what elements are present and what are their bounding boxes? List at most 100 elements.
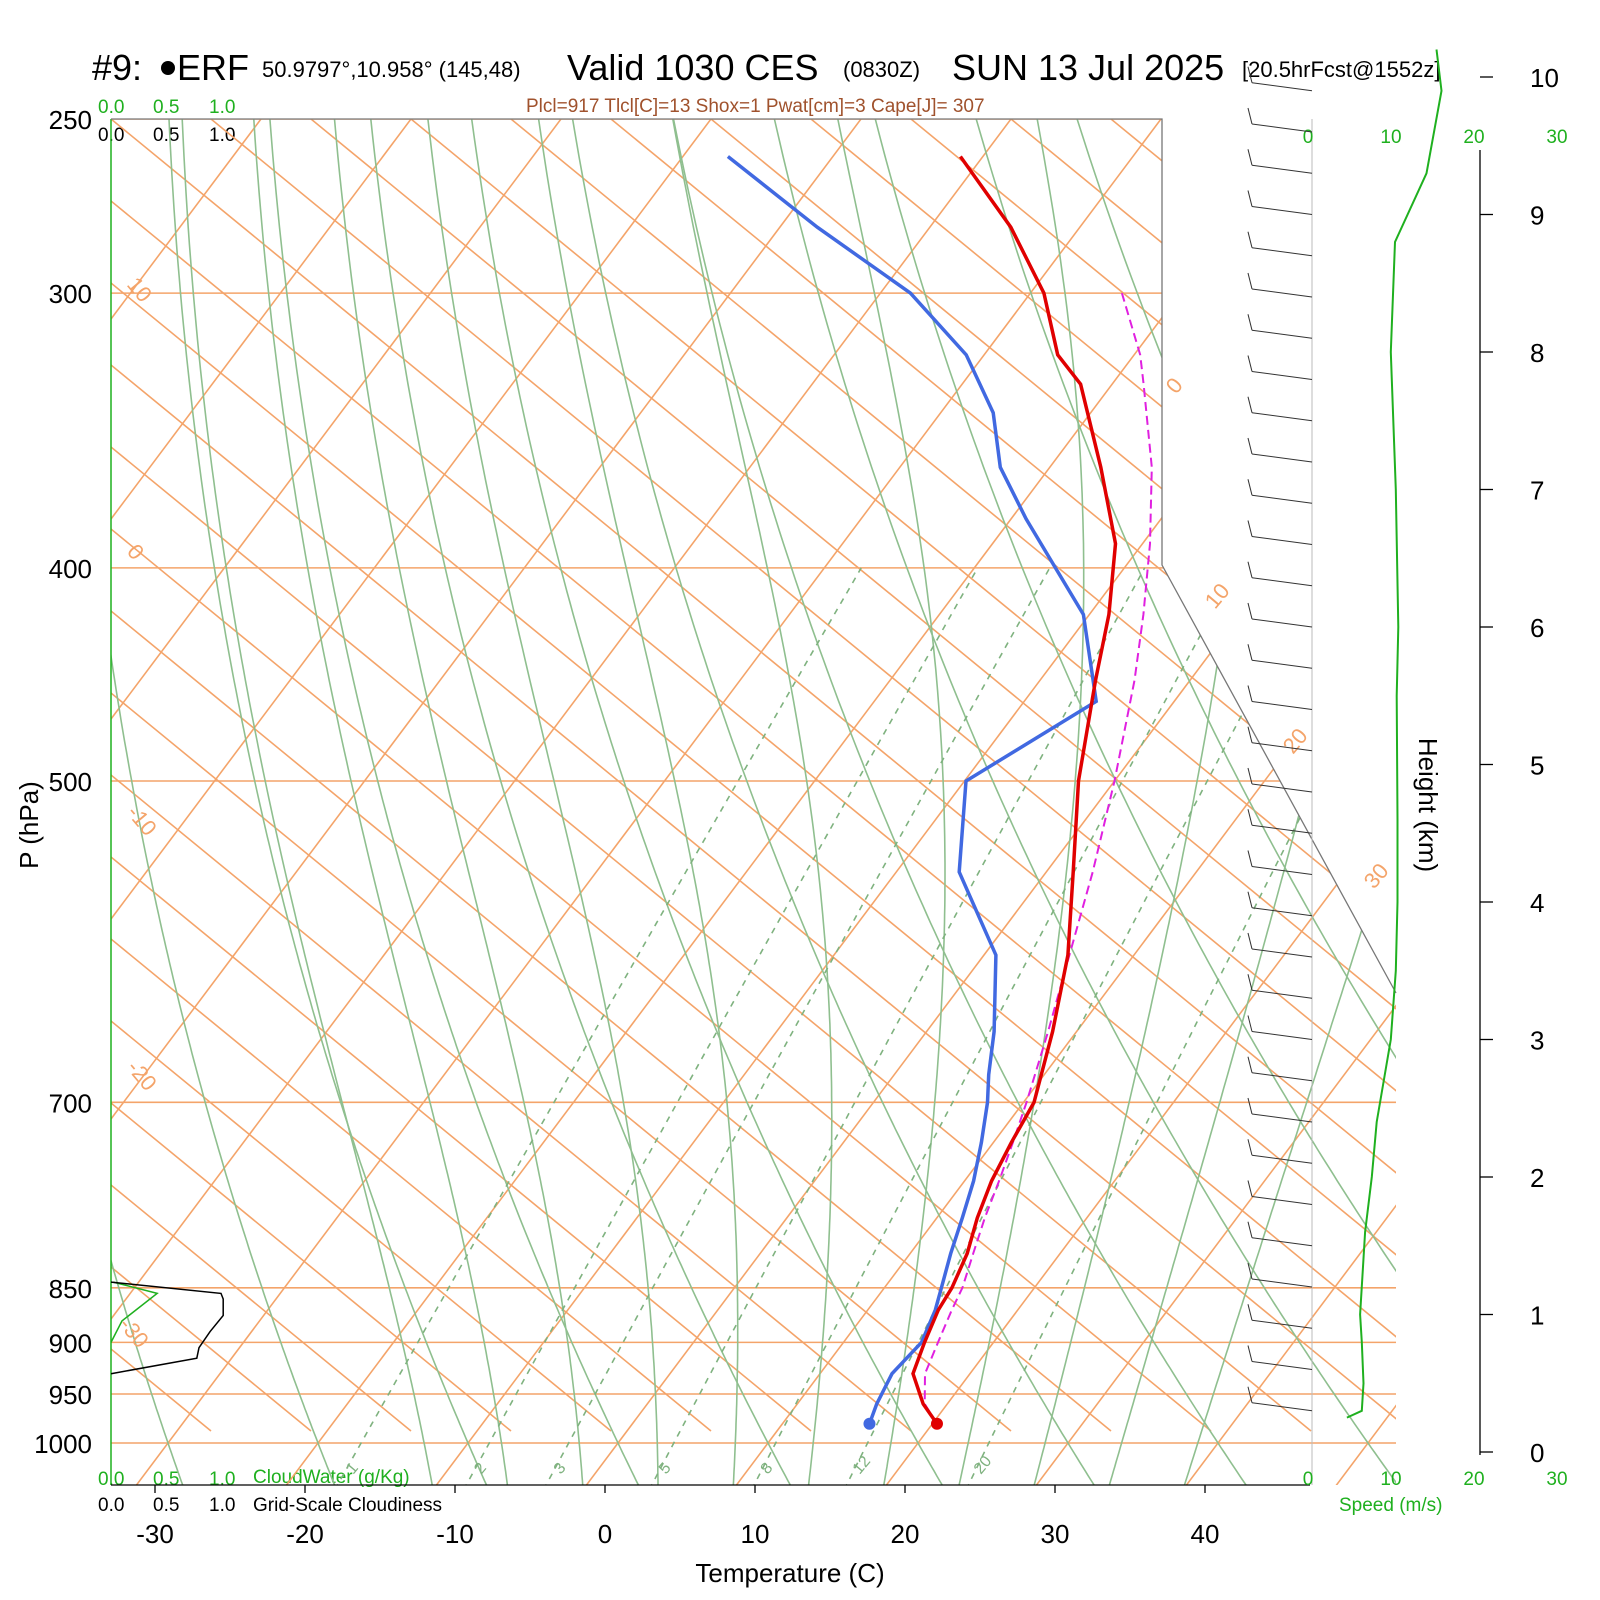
isopleth-line — [111, 119, 812, 1432]
isopleth-line — [210, 119, 1396, 1432]
isopleth-line — [111, 119, 512, 1432]
dry-adiabat-line — [565, 119, 1098, 1485]
title-id-marker: #9: — [92, 47, 142, 88]
wind-barb-flag — [1247, 231, 1253, 248]
cloudiness-profile — [110, 1281, 224, 1375]
isopleth-line — [310, 119, 1396, 1432]
dry-adiabat-line — [1064, 119, 1396, 1485]
speed-tick-top: 10 — [1380, 127, 1401, 148]
bottom-black-scale-2: 1.0 — [209, 1495, 235, 1516]
dry-adiabat-line — [266, 119, 642, 1485]
wind-barb-flag — [1247, 437, 1253, 455]
temperature-tick-label: -30 — [136, 1519, 174, 1549]
plot-outline — [111, 118, 1397, 994]
isopleth-line — [111, 119, 1112, 1432]
speed-tick-top: 30 — [1546, 127, 1567, 148]
wind-barb-flag — [1247, 1345, 1253, 1362]
pressure-tick-label: 500 — [49, 767, 92, 797]
isopleth-line — [111, 119, 712, 1432]
chart-title: #9: ERF 50.9797°,10.958° (145,48) Valid … — [92, 47, 1440, 117]
wind-barb — [1251, 412, 1313, 422]
dewpoint-line — [726, 155, 1099, 1425]
wind-barb-flag — [1247, 396, 1253, 413]
isopleth-line — [1511, 119, 1600, 1431]
temperature-tick-label: 10 — [741, 1519, 770, 1549]
top-green-scale-0: 0.0 — [98, 97, 124, 118]
height-tick-label: 4 — [1530, 888, 1544, 918]
station-dot-icon — [161, 61, 175, 75]
title-forecast: [20.5hrFcst@1552z] — [1242, 57, 1440, 82]
moist-adiabat-line — [665, 119, 833, 1485]
dry-adiabat-line — [465, 119, 946, 1485]
isopleth-line — [111, 119, 1312, 1432]
isotherm-line — [432, 119, 1396, 1485]
wind-barb-flag — [1247, 1015, 1253, 1032]
moist-adiabat-line — [250, 119, 509, 1485]
dry-adiabat-line — [1363, 119, 1396, 1485]
height-axis: 0 1 2 3 4 5 6 7 8 9 10 — [1479, 63, 1559, 1468]
wind-barb — [1251, 1237, 1313, 1247]
cloud-profiles — [110, 1281, 224, 1375]
wind-barb-flag — [1247, 314, 1253, 331]
wind-barb-flag — [1247, 66, 1253, 83]
height-axis-title: Height (km) — [1413, 738, 1443, 872]
top-black-scale-2: 1.0 — [209, 125, 235, 146]
wind-barb — [1251, 1278, 1313, 1288]
wind-barb-flag — [1247, 107, 1253, 125]
isotherm-line — [1182, 119, 1396, 1485]
wind-barb — [1251, 494, 1313, 504]
isotherm-line — [111, 119, 291, 1485]
mixing-ratio-label: 5 — [656, 1460, 675, 1478]
speed-tick-bottom: 20 — [1463, 1469, 1484, 1490]
moist-adiabat-line — [1182, 119, 1396, 1485]
wind-barb-flag — [1247, 190, 1253, 207]
wind-barb-flag — [1247, 1386, 1253, 1403]
speed-tick-bottom: 10 — [1380, 1469, 1401, 1490]
surface-temperature-marker — [930, 1417, 943, 1430]
wind-barb — [1251, 1196, 1313, 1205]
pressure-tick-label: 950 — [49, 1380, 92, 1410]
wind-barb — [1251, 577, 1313, 587]
wind-barb-flag — [1247, 355, 1253, 372]
dry-adiabat-line — [964, 119, 1396, 1485]
mixing-ratio-label: 3 — [551, 1460, 570, 1478]
wind-barb-flag — [1247, 561, 1253, 578]
wind-barb — [1251, 1031, 1313, 1040]
dry-adiabat-line — [765, 119, 1396, 1485]
temperature-axis-title: Temperature (C) — [695, 1558, 884, 1588]
wind-speed-line — [1346, 49, 1443, 1419]
dry-adiabat-line — [1163, 119, 1396, 1485]
wind-barb — [1251, 206, 1313, 215]
wind-barb-flag — [1247, 1221, 1253, 1238]
wind-barb — [1251, 329, 1313, 339]
isotherm-label: 10 — [1200, 578, 1235, 613]
speed-tick-bottom: 30 — [1546, 1469, 1567, 1490]
isopleth-line — [111, 119, 1396, 1432]
dry-adiabat-line — [665, 119, 1250, 1485]
height-tick-label: 0 — [1530, 1438, 1544, 1468]
title-valid: Valid 1030 CES — [567, 47, 819, 88]
pressure-tick-label: 1000 — [34, 1429, 92, 1459]
height-tick-label: 6 — [1530, 613, 1544, 643]
wind-barb — [1251, 453, 1313, 463]
isopleth-line — [111, 119, 1396, 1432]
top-green-scale-1: 0.5 — [153, 97, 179, 118]
moist-adiabat-line — [180, 119, 434, 1485]
isotherm-line — [282, 119, 1341, 1485]
height-tick-label: 5 — [1530, 751, 1544, 781]
isotherm-line — [132, 119, 1191, 1485]
pressure-tick-label: 400 — [49, 554, 92, 584]
isotherm-label: -30 — [114, 1312, 154, 1352]
moist-adiabat-line — [532, 119, 739, 1485]
temperature-line — [911, 155, 1118, 1425]
temperature-tick-label: -20 — [286, 1519, 324, 1549]
isotherm-line — [111, 119, 441, 1485]
wind-barb — [1251, 907, 1313, 917]
wind-barb — [1251, 247, 1313, 257]
wind-barb-flag — [1247, 149, 1253, 166]
dry-adiabat-line — [166, 119, 490, 1485]
isotherm-label: 10 — [122, 272, 157, 307]
title-station: ERF — [177, 47, 249, 88]
isopleth-line — [0, 119, 11, 1431]
